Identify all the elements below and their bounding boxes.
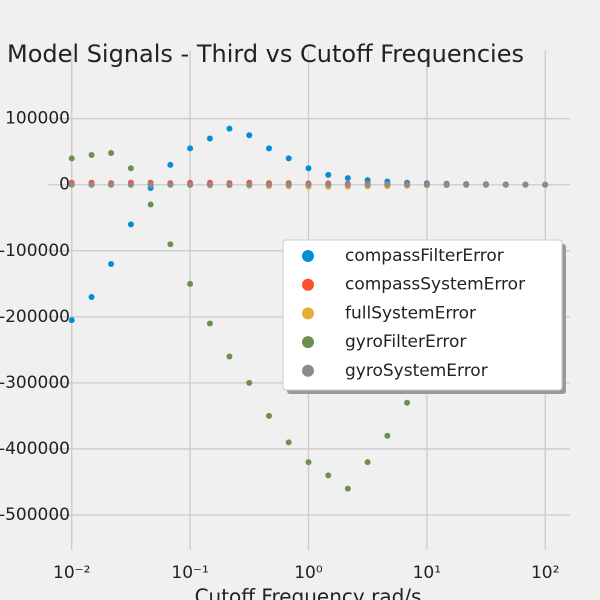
data-point: [206, 135, 213, 142]
data-point: [187, 280, 194, 287]
legend-label: gyroSystemError: [345, 361, 488, 381]
data-point: [325, 181, 332, 188]
data-point: [167, 161, 174, 168]
data-point: [364, 181, 371, 188]
data-point: [325, 171, 332, 178]
y-tick-label: -300000: [0, 373, 70, 393]
data-point: [305, 181, 312, 188]
data-point: [404, 399, 411, 406]
y-tick-label: -200000: [0, 307, 70, 327]
data-point: [344, 175, 351, 182]
data-point: [147, 181, 154, 188]
data-point: [384, 181, 391, 188]
data-point: [285, 439, 292, 446]
legend-marker: [302, 364, 314, 377]
legend-marker: [302, 278, 314, 291]
plot-marks: [68, 125, 549, 492]
data-point: [88, 181, 95, 188]
data-point: [68, 181, 75, 188]
data-point: [167, 241, 174, 248]
data-point: [206, 181, 213, 188]
legend-marker: [302, 250, 314, 262]
data-point: [542, 181, 549, 188]
data-point: [68, 317, 75, 324]
legend-label: compassFilterError: [345, 246, 504, 266]
y-tick-label: -400000: [0, 439, 70, 459]
data-point: [88, 294, 95, 301]
data-point: [384, 432, 391, 439]
data-point: [246, 181, 253, 188]
data-point: [266, 181, 273, 188]
data-point: [127, 181, 134, 188]
data-point: [404, 181, 411, 188]
data-point: [285, 155, 292, 162]
y-tick-label: -500000: [0, 505, 70, 525]
legend-label: fullSystemError: [345, 303, 476, 323]
data-point: [108, 150, 115, 157]
data-point: [88, 152, 95, 159]
data-point: [305, 165, 312, 172]
data-point: [108, 261, 115, 268]
x-tick-label: 10⁻²: [53, 563, 90, 583]
x-tick-label: 10⁻¹: [171, 563, 208, 583]
data-point: [305, 459, 312, 466]
legend-label: compassSystemError: [345, 275, 525, 295]
x-tick-label: 10⁰: [294, 563, 323, 583]
data-point: [187, 145, 194, 152]
data-point: [226, 125, 233, 132]
data-point: [266, 145, 273, 152]
legend-box: [282, 239, 563, 391]
chart-title: Model Signals - Third vs Cutoff Frequenc…: [7, 40, 524, 68]
data-point: [68, 155, 75, 162]
data-point: [344, 485, 351, 492]
data-point: [502, 181, 509, 188]
data-point: [344, 181, 351, 188]
y-tick-label: -100000: [0, 241, 70, 261]
data-point: [127, 165, 134, 172]
data-point: [226, 353, 233, 360]
data-point: [364, 459, 371, 466]
legend: compassFilterError compassSystemError full…: [282, 239, 566, 394]
data-point: [482, 181, 489, 188]
data-point: [423, 181, 430, 188]
data-point: [246, 132, 253, 139]
data-point: [463, 181, 470, 188]
data-point: [325, 472, 332, 479]
data-point: [187, 181, 194, 188]
data-point: [522, 181, 529, 188]
legend-marker: [302, 307, 314, 320]
legend-label: gyroFilterError: [345, 332, 466, 352]
data-point: [443, 181, 450, 188]
data-point: [226, 181, 233, 188]
data-point: [167, 181, 174, 188]
y-tick-label: 100000: [5, 109, 70, 129]
data-point: [108, 181, 115, 188]
data-point: [266, 412, 273, 419]
data-point: [246, 379, 253, 386]
x-axis-label: Cutoff Frequency rad/s: [195, 585, 422, 600]
y-tick-label: 0: [59, 175, 70, 195]
data-point: [127, 221, 134, 228]
x-tick-label: 10²: [531, 563, 559, 583]
data-point: [285, 181, 292, 188]
data-point: [147, 201, 154, 208]
legend-marker: [302, 336, 314, 349]
data-point: [206, 320, 213, 327]
x-tick-label: 10¹: [413, 563, 441, 583]
